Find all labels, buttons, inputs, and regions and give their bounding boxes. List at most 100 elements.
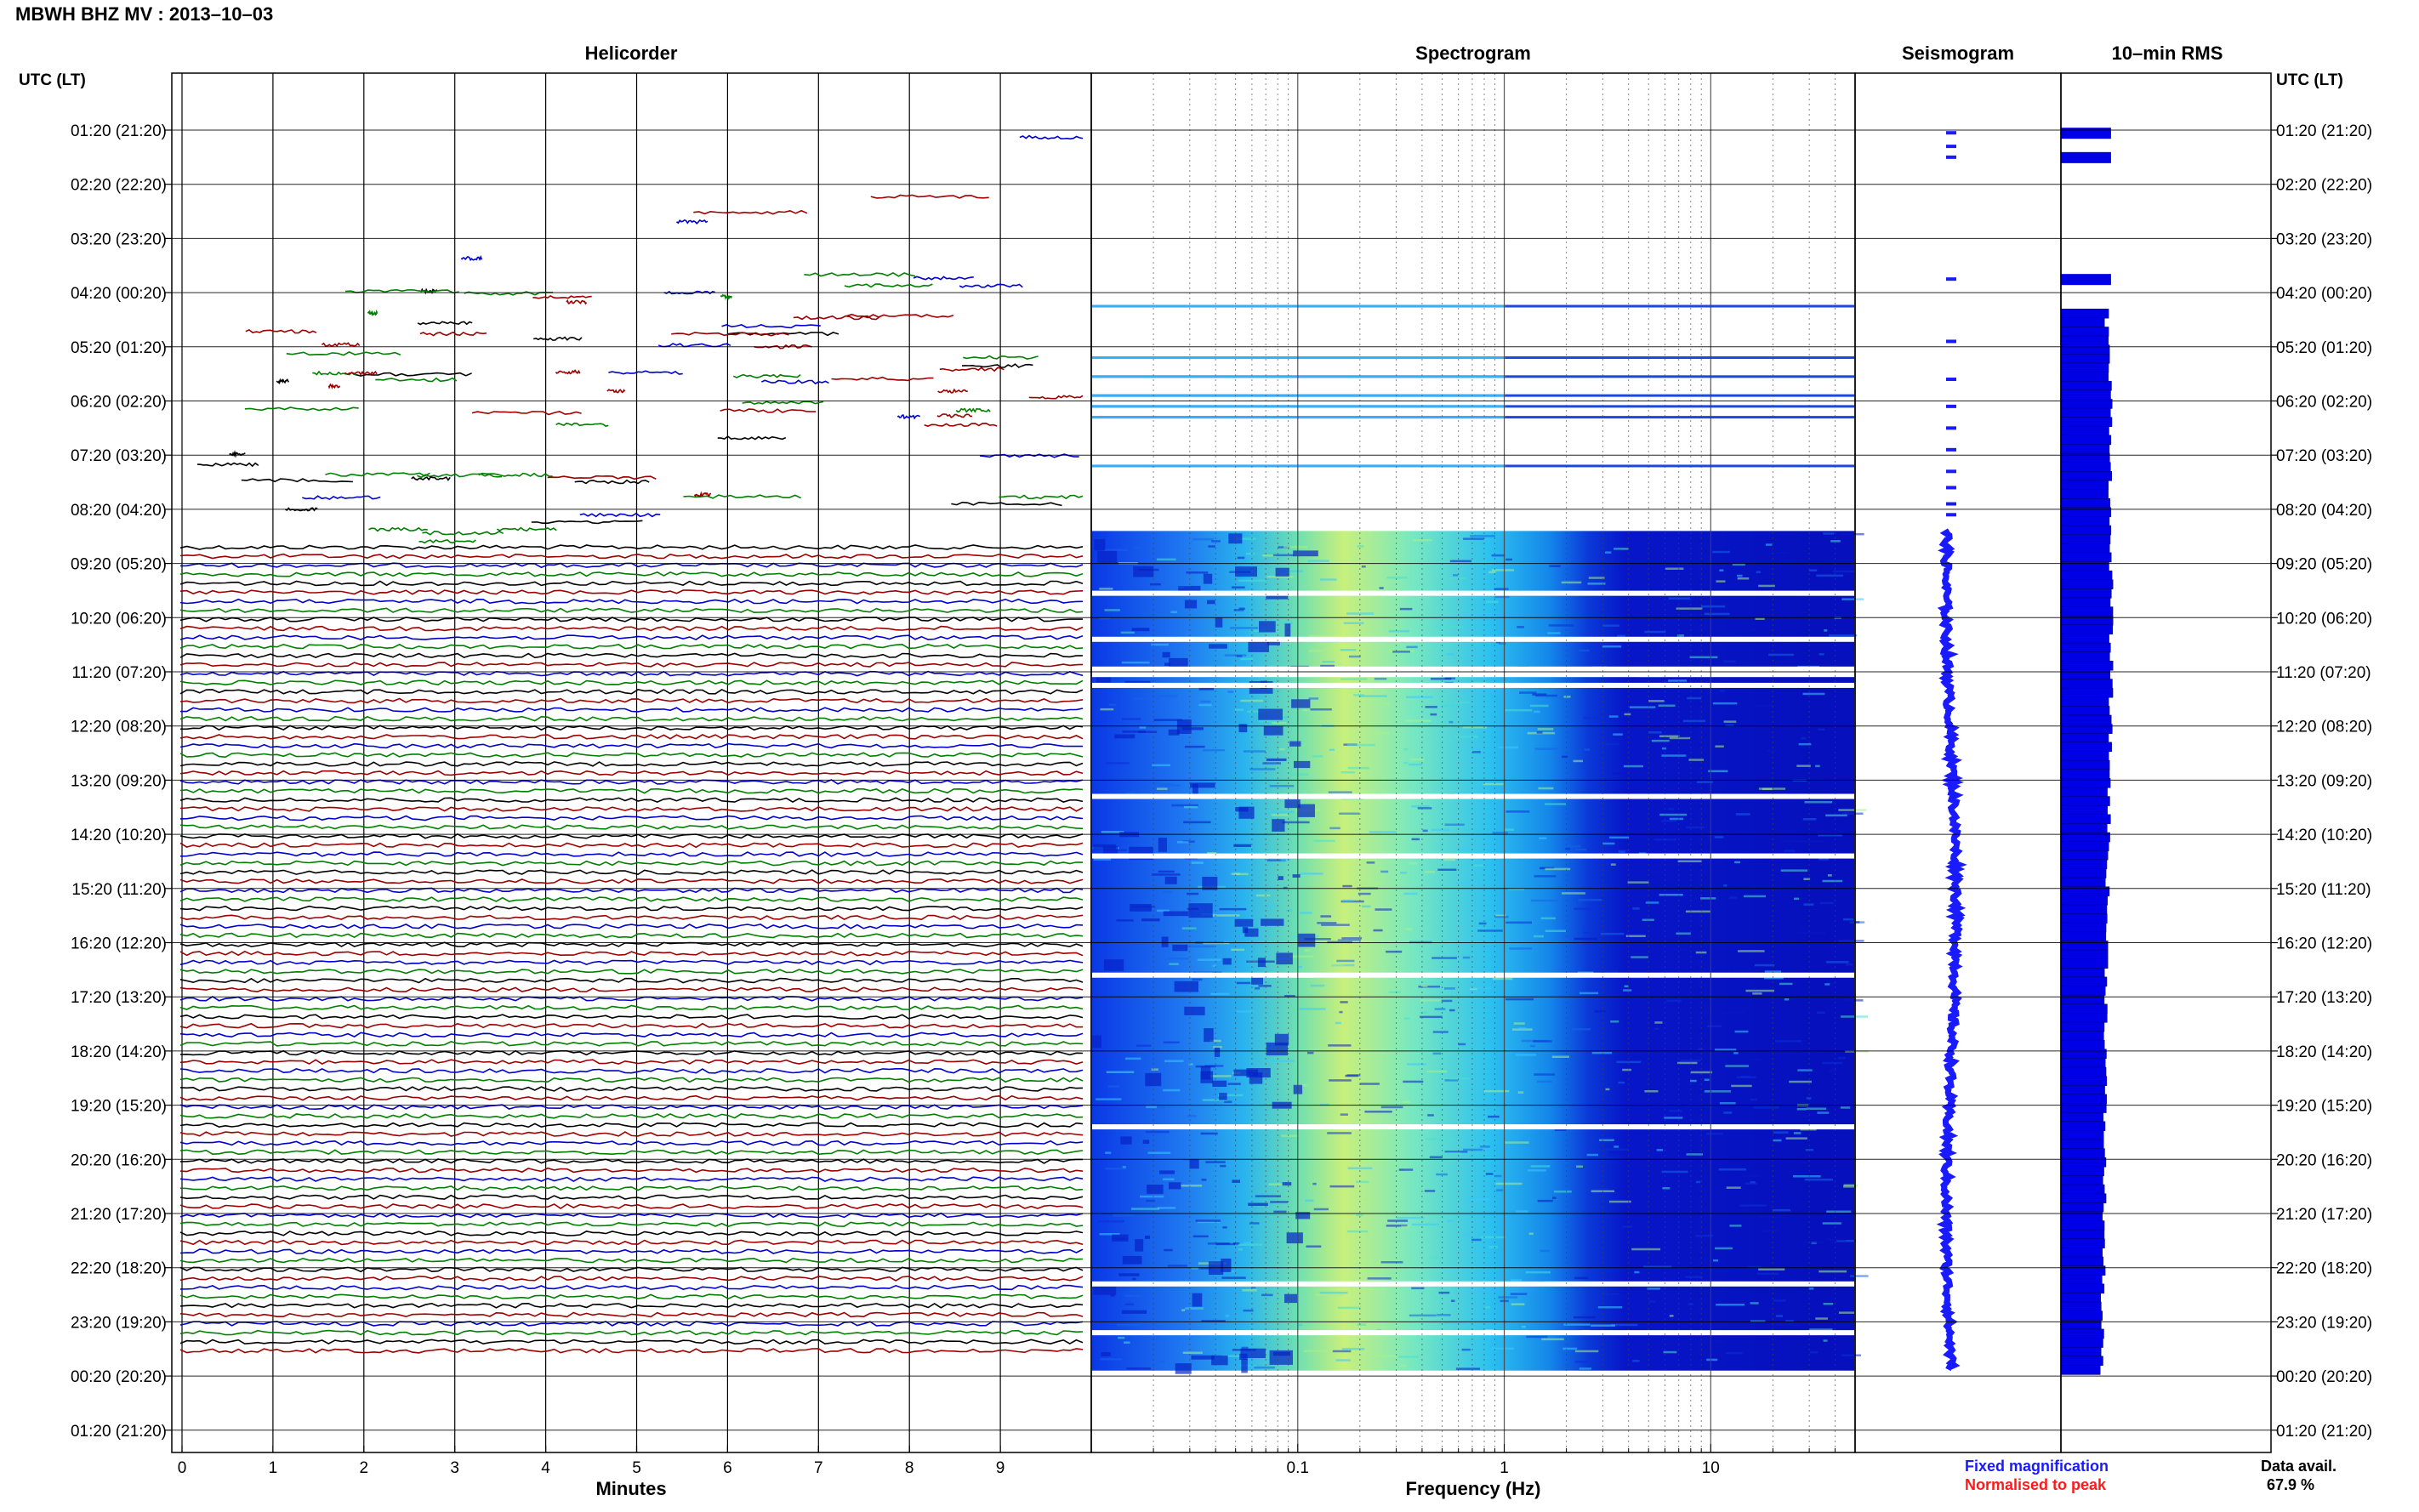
spectrogram-texture	[1648, 700, 1665, 702]
spectrogram-texture	[1329, 1079, 1352, 1082]
rms-bar	[2060, 913, 2108, 924]
spectrogram-texture	[1310, 984, 1325, 987]
spectrogram-texture	[1234, 873, 1249, 876]
spectrogram-texture	[1172, 944, 1188, 952]
helicorder-trace	[179, 779, 1084, 785]
spectrogram-texture	[1574, 1276, 1589, 1280]
spectrogram-texture	[1704, 1090, 1731, 1093]
rms-bar	[2060, 534, 2111, 544]
helicorder-trace	[179, 986, 1084, 992]
helicorder-trace-segment	[693, 209, 808, 215]
spectrogram-texture	[1171, 804, 1198, 807]
spectrogram-texture	[1158, 695, 1178, 697]
rms-bar	[2060, 732, 2109, 743]
spectrogram-texture	[1294, 760, 1311, 769]
spectrogram-texture	[1158, 838, 1167, 852]
spectrogram-texture	[1317, 922, 1337, 924]
spectrogram-texture	[1347, 766, 1370, 770]
helicorder-trace-segment	[720, 408, 817, 413]
helicorder-trace	[179, 1212, 1084, 1219]
spectrogram-texture	[1488, 1115, 1500, 1118]
spectrogram-texture	[1664, 1117, 1683, 1119]
spectrogram-texture	[1455, 1367, 1480, 1370]
helicorder-trace-segment	[555, 422, 609, 428]
rms-bar	[2060, 552, 2112, 563]
spectrogram-texture	[1537, 728, 1554, 730]
spectrogram-texture	[1449, 577, 1466, 580]
spectrogram-texture	[1453, 574, 1459, 577]
spectrogram-texture	[1093, 858, 1112, 861]
spectrogram-texture	[1184, 745, 1205, 748]
spectrogram-texture	[1716, 1304, 1745, 1306]
spectrogram-texture	[1184, 1006, 1205, 1015]
spectrogram-x-tick-label: 10	[1702, 1459, 1720, 1477]
spectrogram-texture	[1688, 759, 1705, 761]
spectrogram-texture	[1198, 703, 1212, 707]
row-label-right: 09:20 (05:20)	[2276, 556, 2372, 574]
helicorder-trace-segment	[959, 283, 1023, 288]
helicorder-trace	[179, 1022, 1084, 1029]
spectrogram-texture	[1690, 1071, 1713, 1074]
spectrogram-texture	[1299, 912, 1312, 914]
spectrogram-texture	[1159, 1170, 1175, 1174]
spectrogram-texture	[1398, 1168, 1414, 1171]
spectrogram-texture	[1227, 1083, 1241, 1085]
spectrogram-texture	[1233, 609, 1244, 611]
spectrogram-texture	[1723, 884, 1727, 887]
spectrogram-texture	[1568, 845, 1581, 848]
spectrogram-texture	[1734, 1030, 1749, 1033]
spectrogram-texture	[1632, 1360, 1640, 1362]
spectrogram-texture	[1284, 1293, 1297, 1304]
spectrogram-texture	[1534, 935, 1544, 938]
spectrogram-texture	[1357, 892, 1371, 895]
spectrogram-texture	[1174, 981, 1198, 992]
spectrogram-texture	[1441, 999, 1453, 1003]
rms-bar	[2060, 606, 2114, 617]
rms-bar	[2060, 1003, 2108, 1014]
spectrogram-texture	[1359, 1083, 1380, 1085]
spectrogram-texture	[1748, 1058, 1762, 1061]
rms-bar	[2060, 804, 2108, 816]
spectrogram-texture	[1498, 1296, 1518, 1299]
spectrogram-texture	[1308, 650, 1323, 652]
spectrogram-texture	[1355, 1214, 1363, 1217]
rms-bar	[2060, 362, 2109, 373]
spectrogram-texture	[1541, 1338, 1564, 1341]
spectrogram-texture	[1375, 908, 1392, 911]
spectrogram-texture	[1700, 897, 1716, 900]
helicorder-trace	[179, 571, 1084, 577]
row-label-left: 09:20 (05:20)	[71, 556, 167, 574]
rms-bar	[2060, 1310, 2103, 1321]
spectrogram-texture	[1583, 717, 1598, 719]
spectrogram-texture	[1838, 1311, 1856, 1314]
helicorder-trace-segment	[939, 367, 1005, 372]
spectrogram-texture	[1444, 987, 1455, 990]
spectrogram-texture	[1818, 728, 1825, 730]
data-availability-label: Data avail.	[2261, 1458, 2336, 1475]
spectrogram-texture	[1348, 655, 1361, 658]
spectrogram-texture	[1485, 1173, 1494, 1175]
spectrogram-texture	[1689, 656, 1718, 659]
rms-bar	[2060, 661, 2114, 671]
helicorder-trace	[179, 924, 1084, 929]
spectrogram-texture	[1308, 697, 1319, 700]
helicorder-trace	[179, 1004, 1084, 1011]
helicorder-trace-segment	[312, 370, 356, 376]
spectrogram-texture	[1272, 721, 1287, 725]
spectrogram-x-tick-label: 0.1	[1287, 1459, 1309, 1477]
spectrogram-texture	[1236, 981, 1251, 985]
spectrogram-texture	[1534, 710, 1540, 713]
spectrogram-texture	[1430, 713, 1437, 716]
spectrogram-texture	[1437, 1314, 1451, 1316]
spectrogram-texture	[1461, 1348, 1471, 1351]
spectrogram-texture	[1263, 725, 1283, 736]
spectrogram-texture	[1249, 1072, 1263, 1084]
spectrogram-texture	[1469, 986, 1491, 989]
spectrogram-texture	[1133, 566, 1154, 577]
spectrogram-texture	[1289, 741, 1301, 747]
row-label-left: 14:20 (10:20)	[71, 827, 167, 844]
spectrogram-texture	[1645, 901, 1659, 904]
spectrogram-texture	[1549, 565, 1561, 567]
spectrogram-texture	[1512, 1028, 1533, 1031]
spectrogram-texture	[1773, 1139, 1782, 1142]
